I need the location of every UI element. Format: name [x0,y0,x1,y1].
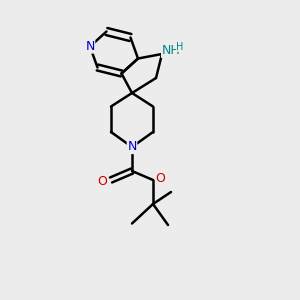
Text: NH: NH [162,44,180,58]
Text: N: N [127,140,137,154]
Text: H: H [176,41,184,52]
Text: N: N [85,40,95,53]
Text: O: O [156,172,165,185]
Text: O: O [97,175,107,188]
